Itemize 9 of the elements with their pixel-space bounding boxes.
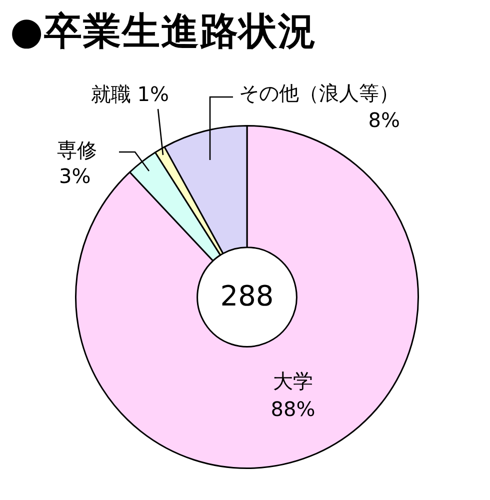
slice-label: 専修 bbox=[57, 138, 97, 162]
slice-label: 就職 1% bbox=[90, 82, 170, 106]
data-label: 88% bbox=[270, 397, 316, 422]
data-label: 8% bbox=[368, 108, 400, 132]
slice-label: その他（浪人等） bbox=[239, 81, 399, 106]
text: 288 bbox=[220, 279, 274, 312]
data-label: 3% bbox=[59, 164, 91, 188]
chart-title: ●卒業生進路状況 bbox=[10, 8, 318, 55]
slice-label: 大学 bbox=[273, 369, 313, 394]
